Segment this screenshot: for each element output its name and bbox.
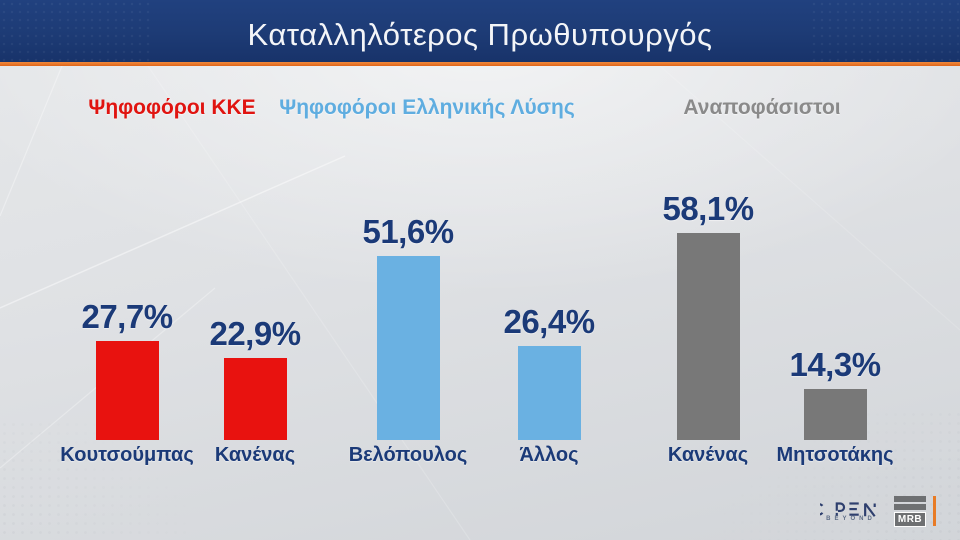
bar-name-label: Κανένας bbox=[667, 444, 749, 466]
bar-value-label: 22,9% bbox=[209, 315, 301, 352]
orange-accent-bar bbox=[933, 496, 936, 526]
open-beyond-label: BEYOND bbox=[826, 516, 876, 522]
bar bbox=[95, 341, 159, 440]
bar bbox=[517, 346, 581, 440]
orange-divider bbox=[0, 62, 960, 66]
header-dot-texture-left bbox=[0, 0, 150, 62]
group-label: Ψηφοφόροι Ελληνικής Λύσης bbox=[279, 96, 575, 119]
bar-value-label: 14,3% bbox=[789, 346, 881, 383]
page-title: Καταλληλότερος Πρωθυπουργός bbox=[247, 17, 713, 52]
bar bbox=[376, 256, 440, 440]
bar-value-label: 51,6% bbox=[362, 213, 454, 250]
bar-name-label: Άλλος bbox=[519, 444, 579, 466]
header-dot-texture-right bbox=[810, 0, 960, 62]
mrb-logo-stripe bbox=[894, 504, 926, 510]
bar-name-label: Κουτσούμπας bbox=[60, 444, 194, 466]
mrb-logo-text: MRB bbox=[894, 512, 926, 527]
bar bbox=[223, 358, 287, 440]
bar-value-label: 26,4% bbox=[503, 303, 595, 340]
bar-value-label: 27,7% bbox=[81, 298, 173, 335]
bar-value-label: 58,1% bbox=[662, 190, 754, 227]
group-label: Ψηφοφόροι ΚΚΕ bbox=[88, 96, 256, 119]
header-band bbox=[0, 0, 960, 62]
bar-name-label: Βελόπουλος bbox=[348, 444, 468, 466]
mrb-logo: MRB bbox=[894, 496, 926, 527]
bar-name-label: Κανένας bbox=[214, 444, 296, 466]
open-tv-logo bbox=[820, 502, 876, 517]
group-label: Αναποφάσιστοι bbox=[683, 96, 841, 119]
bar bbox=[676, 233, 740, 440]
bar bbox=[803, 389, 867, 440]
bar-name-label: Μητσοτάκης bbox=[776, 444, 894, 466]
mrb-logo-stripe bbox=[894, 496, 926, 502]
